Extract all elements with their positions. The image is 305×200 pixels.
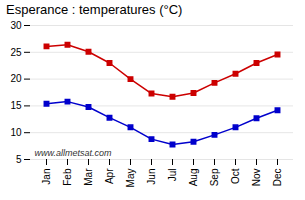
svg-text:Jun: Jun xyxy=(146,169,157,185)
svg-text:Nov: Nov xyxy=(251,169,262,187)
svg-text:20: 20 xyxy=(10,73,22,84)
svg-text:Oct: Oct xyxy=(230,168,241,184)
svg-text:Sep: Sep xyxy=(209,168,220,186)
svg-text:15: 15 xyxy=(10,100,22,111)
svg-text:10: 10 xyxy=(10,127,22,138)
svg-text:Apr: Apr xyxy=(104,168,115,184)
svg-text:Jul: Jul xyxy=(167,169,178,182)
svg-text:5: 5 xyxy=(16,154,22,165)
svg-text:Feb: Feb xyxy=(62,168,73,186)
svg-text:Aug: Aug xyxy=(188,169,199,187)
html-text:Esperance : temperatures (°C): Esperance : temperatures (°C) xyxy=(6,2,183,17)
svg-text:Jan: Jan xyxy=(41,169,52,185)
svg-text:www.allmetsat.com: www.allmetsat.com xyxy=(35,148,113,158)
svg-text:30: 30 xyxy=(10,20,22,31)
svg-text:25: 25 xyxy=(10,47,22,58)
svg-text:Dec: Dec xyxy=(272,169,283,187)
svg-text:Mar: Mar xyxy=(83,168,94,186)
svg-text:May: May xyxy=(125,169,136,188)
